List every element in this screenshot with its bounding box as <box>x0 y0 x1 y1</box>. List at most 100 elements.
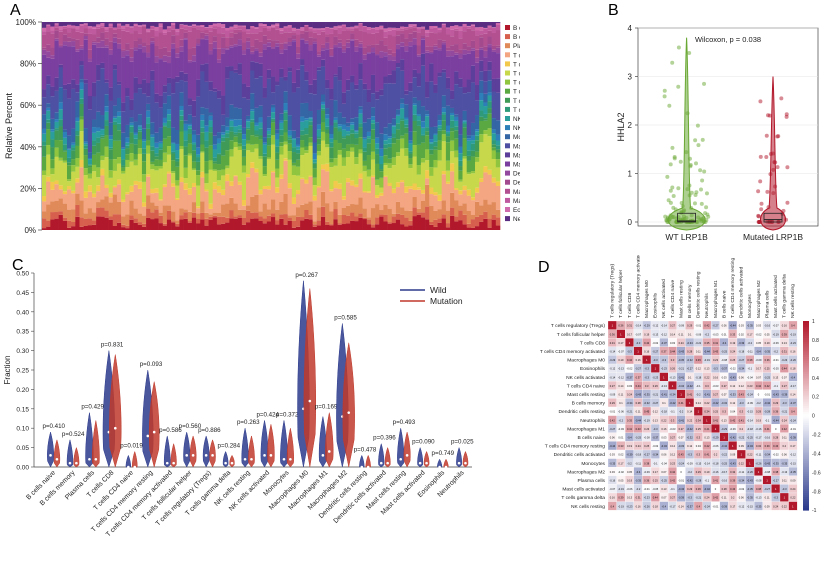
cell-value: -0.12 <box>609 367 615 371</box>
bar-segment <box>446 223 450 227</box>
bar-segment <box>292 166 296 175</box>
bar-segment <box>121 225 125 227</box>
bar-segment <box>267 216 271 222</box>
bar-segment <box>154 22 158 27</box>
bar-segment <box>100 175 104 199</box>
bar-segment <box>467 172 471 174</box>
bar-segment <box>317 110 321 125</box>
bar-segment <box>84 79 88 83</box>
cell-value: -0.19 <box>618 487 624 491</box>
bar-segment <box>129 123 133 125</box>
bar-segment <box>288 22 292 25</box>
bar-segment <box>150 22 154 26</box>
data-point <box>672 215 676 219</box>
cell-value: 0.11 <box>765 496 770 500</box>
bar-segment <box>59 211 63 215</box>
cell-value: 0.19 <box>730 341 736 345</box>
cell-value: 0.29 <box>687 487 693 491</box>
cell-value: 0.36 <box>696 487 702 491</box>
median-dot <box>464 462 467 465</box>
bar-segment <box>46 84 50 103</box>
cell-value: -0.39 <box>781 392 787 396</box>
bar-segment <box>446 48 450 51</box>
cell-value: -0.24 <box>790 418 796 422</box>
cell-value: -0.04 <box>747 375 753 379</box>
cell-value: 0.44 <box>653 496 659 500</box>
bar-segment <box>346 131 350 134</box>
bar-segment <box>338 143 342 150</box>
bar-segment <box>308 201 312 214</box>
bar-segment <box>388 168 392 183</box>
bar-segment <box>250 168 254 197</box>
bar-segment <box>113 65 117 70</box>
bar-segment <box>425 114 429 116</box>
bar-segment <box>475 217 479 226</box>
sample-bar <box>463 22 467 230</box>
bar-segment <box>154 156 158 159</box>
bar-segment <box>213 145 217 150</box>
cell-value: -0.32 <box>644 401 650 405</box>
bar-segment <box>279 54 283 69</box>
bar-segment <box>363 192 367 208</box>
cell-value: -0.41 <box>678 375 684 379</box>
bar-segment <box>271 119 275 121</box>
bar-segment <box>217 27 221 34</box>
bar-segment <box>200 107 204 115</box>
sample-bar <box>475 22 479 230</box>
bar-segment <box>371 28 375 29</box>
bar-segment <box>463 156 467 158</box>
cell-value: 0.09 <box>730 453 736 457</box>
bar-segment <box>134 181 138 185</box>
bar-segment <box>479 48 483 50</box>
bar-segment <box>296 54 300 59</box>
bar-segment <box>113 28 117 29</box>
bar-segment <box>458 38 462 49</box>
bar-segment <box>308 146 312 176</box>
bar-segment <box>396 35 400 44</box>
bar-segment <box>404 51 408 90</box>
bar-segment <box>129 27 133 33</box>
column-label: T cells CD4 memory resting <box>730 257 736 318</box>
bar-segment <box>225 46 229 48</box>
bar-segment <box>371 177 375 208</box>
bar-segment <box>292 175 296 197</box>
bar-segment <box>496 141 500 146</box>
data-point <box>687 184 691 188</box>
bar-segment <box>263 24 267 26</box>
bar-segment <box>396 116 400 123</box>
bar-segment <box>488 44 492 47</box>
sample-bar <box>54 22 58 230</box>
bar-segment <box>146 174 150 176</box>
bar-segment <box>375 154 379 164</box>
bar-segment <box>246 119 250 121</box>
bar-segment <box>333 28 337 29</box>
bar-segment <box>329 147 333 158</box>
bar-segment <box>63 138 67 144</box>
bar-segment <box>438 40 442 48</box>
data-point <box>757 220 761 224</box>
bar-segment <box>475 115 479 129</box>
cell-value: -0.07 <box>618 349 624 353</box>
bar-segment <box>483 114 487 118</box>
cell-value: -0.14 <box>747 418 753 422</box>
bar-segment <box>417 22 421 27</box>
bar-segment <box>88 208 92 218</box>
bar-segment <box>125 154 129 160</box>
bar-segment <box>425 185 429 207</box>
bar-segment <box>154 209 158 218</box>
bar-segment <box>104 29 108 31</box>
bar-segment <box>229 198 233 210</box>
bar-segment <box>400 139 404 149</box>
bar-segment <box>238 185 242 210</box>
bar-segment <box>471 171 475 173</box>
bar-segment <box>496 53 500 78</box>
bar-segment <box>134 26 138 31</box>
bar-segment <box>254 49 258 51</box>
bar-segment <box>254 172 258 195</box>
bar-segment <box>250 152 254 162</box>
cell-value: 0.39 <box>765 444 771 448</box>
cell-value: -0.13 <box>756 496 762 500</box>
bar-segment <box>163 224 167 226</box>
bar-segment <box>475 27 479 30</box>
bar-segment <box>408 46 412 82</box>
